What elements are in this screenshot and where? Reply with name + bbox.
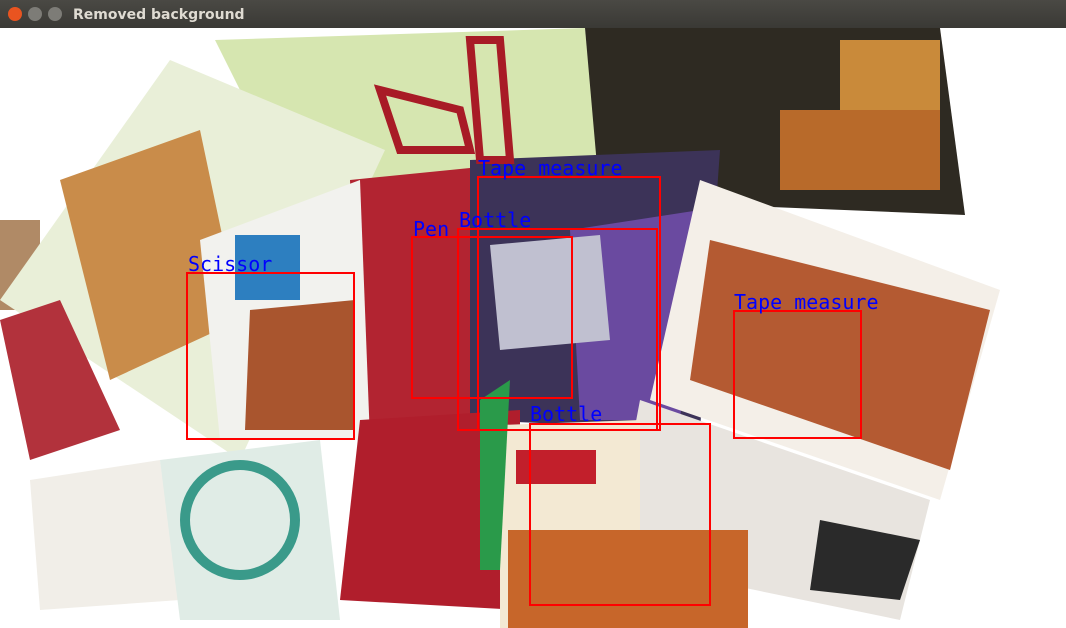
detection-label: Tape measure (734, 290, 879, 314)
detections: Tape measure Bottle Pen Scissor Tape mea… (186, 156, 879, 606)
detection-label: Bottle (459, 208, 531, 232)
bounding-box (457, 228, 658, 431)
window-title: Removed background (73, 7, 245, 23)
detection-label: Scissor (188, 252, 272, 276)
bounding-box (186, 272, 355, 440)
bounding-box (733, 310, 862, 439)
minimize-button[interactable] (28, 7, 42, 21)
detection-label: Pen (413, 217, 449, 241)
title-bar: Removed background (0, 0, 1066, 28)
bounding-box (529, 423, 711, 606)
maximize-button[interactable] (48, 7, 62, 21)
detection-label: Bottle (530, 402, 602, 426)
bounding-box (411, 236, 573, 399)
detection-label: Tape measure (478, 156, 623, 180)
image-view (0, 28, 1066, 628)
close-button[interactable] (8, 7, 22, 21)
